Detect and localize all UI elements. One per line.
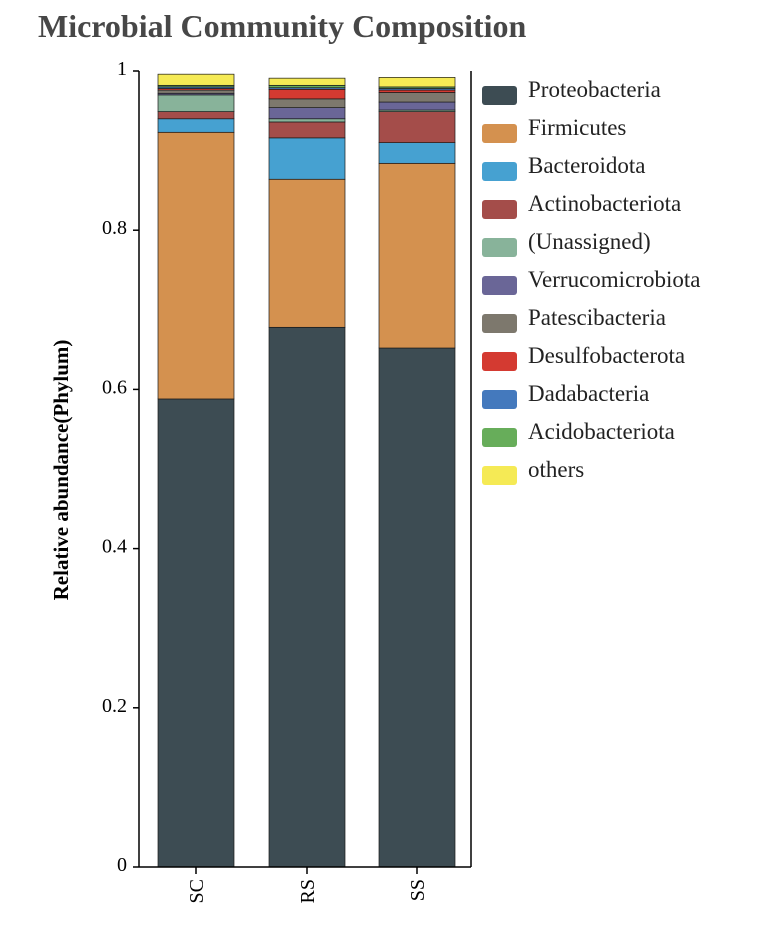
bar-segment-rs-firmicutes: [268, 178, 346, 328]
bar-sc: [157, 73, 235, 868]
x-tick-label-ss: SS: [407, 879, 429, 901]
bar-segment-rs-others: [268, 77, 346, 86]
bar-segment-rs-patescibacteria: [268, 98, 346, 108]
bar-segment-rs-acidobacteriota: [268, 84, 346, 89]
bar-rs: [268, 77, 346, 868]
legend-swatch: [482, 390, 517, 409]
bars-layer: [157, 73, 456, 868]
bar-segment-ss-proteobacteria: [378, 347, 456, 868]
bar-segment-rs-unassigned: [268, 118, 346, 123]
legend-item-unassigned: (Unassigned): [482, 229, 651, 257]
legend-label: Proteobacteria: [528, 77, 661, 102]
y-tick-label: 0.2: [102, 695, 127, 717]
bar-segment-sc-others: [157, 73, 235, 86]
legend-swatch: [482, 124, 517, 143]
bar-segment-ss-bacteroidota: [378, 142, 456, 164]
legend-label: Dadabacteria: [528, 381, 649, 406]
legend-item-dadabacteria: Dadabacteria: [482, 381, 649, 409]
bar-segment-sc-patescibacteria: [157, 89, 235, 94]
x-tick-label-sc: SC: [186, 879, 208, 903]
legend: Proteobacteria Firmicutes Bacteroidota Acti…: [482, 77, 700, 485]
legend-label: Bacteroidota: [528, 153, 646, 178]
bar-ss: [378, 77, 456, 868]
legend-label: Firmicutes: [528, 115, 626, 140]
bar-segment-sc-proteobacteria: [157, 398, 235, 868]
legend-swatch: [482, 276, 517, 295]
y-tick-label: 1: [117, 58, 127, 80]
bar-segment-rs-bacteroidota: [268, 137, 346, 180]
bar-segment-rs-actinobacteriota: [268, 121, 346, 139]
bar-segment-rs-proteobacteria: [268, 326, 346, 868]
bar-segment-sc-firmicutes: [157, 131, 235, 400]
legend-label: (Unassigned): [528, 229, 651, 254]
legend-item-others: others: [482, 457, 584, 485]
legend-label: Desulfobacterota: [528, 343, 685, 368]
x-tick-label-rs: RS: [297, 879, 319, 903]
legend-item-actinobacteriota: Actinobacteriota: [482, 191, 681, 219]
legend-item-firmicutes: Firmicutes: [482, 115, 626, 143]
legend-swatch: [482, 238, 517, 257]
legend-item-verrucomicrobiota: Verrucomicrobiota: [482, 267, 700, 295]
legend-swatch: [482, 200, 517, 219]
y-tick-label: 0.4: [102, 536, 127, 558]
legend-swatch: [482, 428, 517, 447]
chart-title: Microbial Community Composition: [38, 8, 527, 44]
bar-segment-sc-actinobacteriota: [157, 111, 235, 120]
legend-swatch: [482, 352, 517, 371]
legend-label: Actinobacteriota: [528, 191, 681, 216]
legend-swatch: [482, 314, 517, 333]
bar-segment-ss-patescibacteria: [378, 92, 456, 103]
y-tick-label: 0.6: [102, 376, 127, 398]
y-tick-label: 0: [117, 854, 127, 876]
legend-item-patescibacteria: Patescibacteria: [482, 305, 666, 333]
legend-item-bacteroidota: Bacteroidota: [482, 153, 646, 181]
legend-swatch: [482, 162, 517, 181]
axes-layer: 0 0.2 0.4 0.6 0.8 1 SC RS SS: [102, 58, 472, 903]
bar-segment-ss-verrucomicrobiota: [378, 101, 456, 111]
legend-label: others: [528, 457, 584, 482]
legend-item-desulfobacterota: Desulfobacterota: [482, 343, 685, 371]
legend-label: Verrucomicrobiota: [528, 267, 700, 292]
bar-segment-sc-bacteroidota: [157, 118, 235, 133]
legend-label: Acidobacteriota: [528, 419, 675, 444]
bar-segment-rs-desulfobacterota: [268, 88, 346, 100]
bar-segment-ss-others: [378, 77, 456, 88]
legend-swatch: [482, 466, 517, 485]
bar-segment-ss-firmicutes: [378, 162, 456, 349]
legend-item-proteobacteria: Proteobacteria: [482, 77, 661, 105]
legend-swatch: [482, 86, 517, 105]
bar-segment-ss-desulfobacterota: [378, 89, 456, 93]
bar-segment-sc-unassigned: [157, 94, 235, 112]
bar-segment-rs-verrucomicrobiota: [268, 107, 346, 120]
legend-item-acidobacteriota: Acidobacteriota: [482, 419, 675, 447]
y-tick-label: 0.8: [102, 217, 127, 239]
legend-label: Patescibacteria: [528, 305, 666, 330]
y-axis-label: Relative abundance(Phylum): [49, 340, 73, 601]
bar-segment-ss-actinobacteriota: [378, 111, 456, 143]
